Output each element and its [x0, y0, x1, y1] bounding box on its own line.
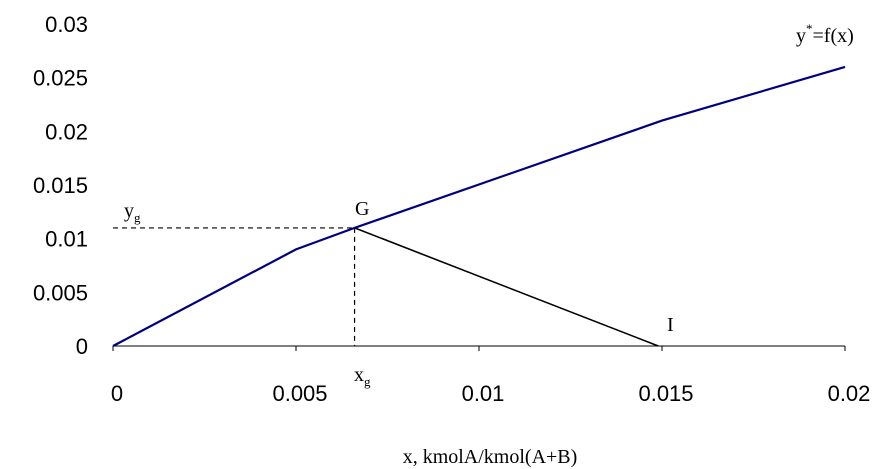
y-tick-label: 0.03: [45, 12, 88, 37]
xg-sub: g: [364, 374, 371, 389]
curve-label-main: y: [796, 25, 806, 47]
point-i-label: I: [667, 314, 674, 336]
curve-label: y*=f(x): [796, 21, 854, 47]
x-axis-ticks: 0 0.005 0.01 0.015 0.02: [111, 346, 871, 406]
y-axis-ticks: 0 0.005 0.01 0.015 0.02 0.025 0.03: [33, 12, 88, 359]
y-tick-label: 0.01: [45, 227, 88, 252]
equilibrium-curve-line: [112, 65, 846, 347]
x-tick-label: 0: [111, 381, 123, 406]
guide-lines: [113, 227, 356, 346]
x-axis-label: x, kmolA/kmol(A+B): [403, 446, 578, 468]
yg-sub: g: [134, 210, 141, 225]
point-g-label: G: [355, 198, 369, 220]
y-tick-label: 0.025: [33, 66, 88, 91]
series-group: [112, 65, 846, 347]
x-tick-label: 0.02: [828, 381, 871, 406]
x-tick-label: 0.01: [462, 381, 505, 406]
operating-line: [354, 227, 659, 347]
yg-label: yg: [124, 200, 141, 225]
y-tick-label: 0: [76, 334, 88, 359]
y-tick-label: 0.005: [33, 280, 88, 305]
yg-main: y: [124, 200, 134, 222]
y-tick-label: 0.02: [45, 119, 88, 144]
curve-label-sup: *: [806, 21, 813, 36]
curve-label-rest: =f(x): [813, 25, 854, 47]
xg-label: xg: [354, 364, 371, 389]
xg-main: x: [354, 364, 364, 386]
y-tick-label: 0.015: [33, 173, 88, 198]
x-tick-label: 0.005: [272, 381, 327, 406]
x-tick-label: 0.015: [638, 381, 693, 406]
